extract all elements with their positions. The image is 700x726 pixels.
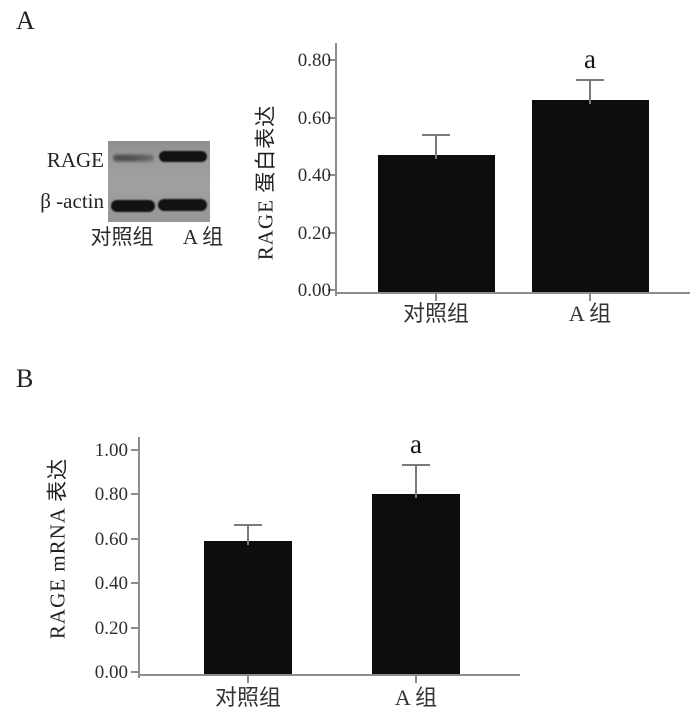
y-tick-label: 0.20 xyxy=(297,222,331,244)
error-bar-cap xyxy=(234,524,262,527)
x-tick xyxy=(247,676,249,683)
x-category-label: 对照组 xyxy=(214,685,281,710)
blot-band-rage-groupA xyxy=(159,151,207,162)
blot-lane-label-groupA: A 组 xyxy=(182,225,224,249)
y-axis-line xyxy=(335,43,337,296)
x-category-label: A 组 xyxy=(394,685,438,710)
error-bar-cap xyxy=(422,133,450,136)
y-tick xyxy=(131,448,138,451)
error-bar-line xyxy=(435,134,437,159)
error-bar-cap xyxy=(402,464,430,467)
y-tick xyxy=(131,537,138,540)
bar-control xyxy=(377,154,495,292)
y-tick-label: 0.80 xyxy=(297,50,331,71)
y-tick-label: 0.40 xyxy=(94,573,128,594)
significance-annotation: a xyxy=(584,44,596,75)
y-tick xyxy=(131,493,138,495)
y-tick xyxy=(328,174,335,176)
bar-groupA xyxy=(372,494,460,674)
error-bar-cap xyxy=(576,79,604,82)
y-tick-label: 1.00 xyxy=(94,439,128,461)
y-tick xyxy=(131,626,138,629)
y-tick xyxy=(131,671,138,673)
y-tick-label: 0.00 xyxy=(94,662,128,683)
bar-groupA xyxy=(531,100,649,292)
y-tick-label: 0.80 xyxy=(94,484,128,505)
blot-image xyxy=(108,141,210,222)
blot-lane-label-control: 对照组 xyxy=(90,225,154,249)
significance-annotation: a xyxy=(410,429,422,460)
x-axis-line xyxy=(138,674,520,676)
x-category-label: 对照组 xyxy=(402,301,469,326)
y-tick-label: 0.20 xyxy=(94,617,128,639)
y-tick xyxy=(328,59,335,61)
x-tick xyxy=(415,676,417,683)
blot-band-bactin-groupA xyxy=(158,199,207,211)
y-axis-title: RAGE 蛋白表达 xyxy=(253,104,278,261)
panel-a-label: A xyxy=(16,6,35,35)
y-tick xyxy=(328,289,335,291)
x-axis-line xyxy=(335,292,690,294)
blot-row-label-bactin: β -actin xyxy=(40,189,104,213)
x-tick xyxy=(435,294,437,301)
y-tick xyxy=(328,231,335,234)
panel-b-label: B xyxy=(16,364,34,393)
y-axis-title: RAGE mRNA 表达 xyxy=(45,457,70,640)
error-bar-line xyxy=(589,80,591,105)
error-bar-line xyxy=(415,465,417,498)
blot-band-rage-control xyxy=(113,154,154,162)
blot-band-bactin-control xyxy=(111,200,155,212)
x-category-label: A 组 xyxy=(568,301,612,326)
error-bar-line xyxy=(247,525,249,545)
bar-control xyxy=(204,540,292,674)
y-tick-label: 0.00 xyxy=(297,280,331,301)
x-tick xyxy=(589,294,591,301)
y-tick xyxy=(131,582,138,584)
y-tick-label: 0.60 xyxy=(94,528,128,550)
y-tick-label: 0.60 xyxy=(297,107,331,129)
blot-row-label-rage: RAGE xyxy=(46,148,104,172)
y-axis-line xyxy=(138,437,140,678)
y-tick-label: 0.40 xyxy=(297,165,331,186)
y-tick xyxy=(328,116,335,119)
